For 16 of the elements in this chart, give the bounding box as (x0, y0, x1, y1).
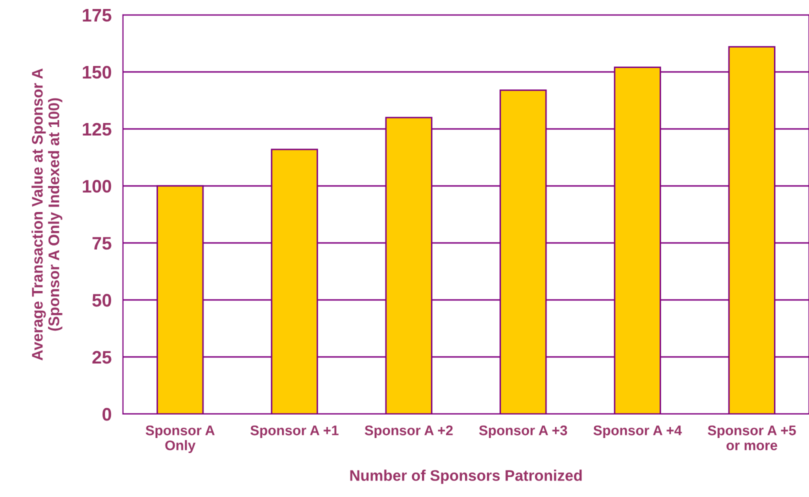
y-tick-label: 0 (102, 408, 112, 421)
y-tick-label: 50 (92, 294, 112, 307)
x-tick-label: Sponsor A +1 (250, 425, 339, 438)
x-tick-label: Sponsor A +2 (364, 425, 453, 438)
y-tick-label: 100 (82, 180, 112, 193)
y-tick-label: 175 (82, 9, 112, 22)
x-tick-label: Sponsor A +4 (593, 425, 682, 438)
y-axis-title: Average Transaction Value at Sponsor A (Sponsor A Only Indexed at 100) (32, 68, 62, 360)
y-tick-label: 25 (92, 350, 112, 364)
x-axis-title: Number of Sponsors Patronized (350, 470, 582, 484)
x-tick-label: Sponsor A +3 (479, 425, 568, 438)
x-tick-label: Sponsor A +5 or more (708, 425, 796, 450)
y-tick-label: 150 (82, 66, 112, 79)
y-tick-label: 75 (92, 237, 112, 250)
y-tick-label: 125 (82, 122, 112, 136)
x-tick-label: Sponsor A Only (146, 425, 215, 454)
